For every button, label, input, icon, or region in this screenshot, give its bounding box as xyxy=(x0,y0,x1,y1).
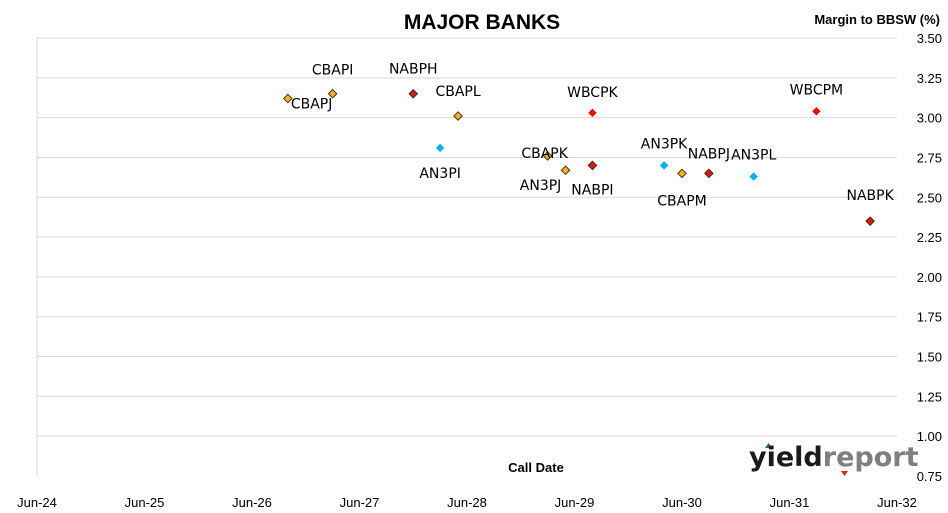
data-label-nabpk: NABPK xyxy=(846,188,894,204)
data-point-cbapm xyxy=(677,168,687,179)
y-tick-label: 1.00 xyxy=(917,429,942,444)
data-point-cbapl xyxy=(453,111,463,121)
data-points xyxy=(282,88,875,227)
gridlines xyxy=(36,37,897,476)
y-tick-label: 1.50 xyxy=(917,350,942,365)
x-tick-label: Jun-26 xyxy=(232,495,272,510)
y-tick-label: 0.75 xyxy=(917,469,942,484)
y-tick-label: 3.00 xyxy=(917,111,942,126)
logo-text-yield: yield xyxy=(749,442,823,473)
data-label-cbapl: CBAPL xyxy=(435,84,480,100)
data-label-an3pj: AN3PJ xyxy=(520,178,562,194)
data-point-nabpk xyxy=(865,216,875,227)
data-labels: CBAPJ CBAPI NABPH AN3PI CBAPL CBAPK AN3PJ WBCPK… xyxy=(291,62,895,210)
x-tick-label: Jun-29 xyxy=(555,495,595,510)
yieldreport-logo: yieldreport xyxy=(749,442,919,476)
logo-text-report: report xyxy=(823,442,919,473)
logo-up-triangle-icon xyxy=(765,443,772,448)
data-label-cbapk: CBAPK xyxy=(521,146,568,162)
data-label-nabpj: NABPJ xyxy=(688,146,730,162)
data-label-cbapj: CBAPJ xyxy=(291,97,333,113)
x-tick-label: Jun-25 xyxy=(125,495,165,510)
data-label-an3pi: AN3PI xyxy=(419,166,461,182)
data-point-an3pk xyxy=(659,161,669,170)
x-tick-label: Jun-30 xyxy=(662,495,702,510)
y-tick-labels: 0.75 1.00 1.25 1.50 1.75 2.00 2.25 2.50 2.75 3.00… xyxy=(917,31,942,484)
data-label-wbcpm: WBCPM xyxy=(790,82,844,98)
data-point-an3pj xyxy=(560,165,571,176)
data-point-wbcpm xyxy=(812,107,821,116)
data-label-wbcpk: WBCPK xyxy=(567,85,618,101)
y-tick-label: 1.25 xyxy=(917,389,942,404)
logo-text: yieldreport xyxy=(749,442,919,473)
y-tick-label: 1.75 xyxy=(917,310,942,325)
y-tick-label: 2.75 xyxy=(917,150,942,165)
y-tick-label: 2.00 xyxy=(917,270,942,285)
data-point-cbapj xyxy=(282,93,293,104)
x-tick-label: Jun-32 xyxy=(877,495,917,510)
data-point-an3pi xyxy=(435,143,445,153)
logo-down-triangle-icon xyxy=(841,471,848,476)
x-tick-label: Jun-24 xyxy=(17,495,57,510)
x-tick-label: Jun-27 xyxy=(340,495,380,510)
data-point-cbapk xyxy=(542,151,553,161)
data-label-an3pk: AN3PK xyxy=(641,136,688,152)
y-tick-label: 3.25 xyxy=(917,71,942,86)
data-point-an3pl xyxy=(749,172,758,181)
data-label-cbapm: CBAPM xyxy=(657,193,706,209)
data-point-nabph xyxy=(408,88,419,99)
data-label-nabpi: NABPI xyxy=(571,182,613,198)
chart-title: MAJOR BANKS xyxy=(404,11,560,34)
data-point-wbcpk xyxy=(588,108,597,118)
y-tick-label: 3.50 xyxy=(917,31,942,46)
x-tick-label: Jun-28 xyxy=(447,495,487,510)
data-point-nabpj xyxy=(704,168,714,179)
y-axis-label: Margin to BBSW (%) xyxy=(814,12,940,27)
data-label-nabph: NABPH xyxy=(389,62,438,78)
data-point-nabpi xyxy=(587,160,598,171)
x-tick-label: Jun-31 xyxy=(770,495,810,510)
data-label-an3pl: AN3PL xyxy=(731,148,776,164)
y-tick-label: 2.25 xyxy=(917,230,942,245)
data-point-cbapi xyxy=(327,88,338,99)
data-label-cbapi: CBAPI xyxy=(312,63,354,79)
x-axis-label: Call Date xyxy=(508,460,564,475)
y-tick-label: 2.50 xyxy=(917,190,942,205)
x-tick-labels: Jun-24 Jun-25 Jun-26 Jun-27 Jun-28 Jun-29 Jun-… xyxy=(17,495,917,510)
